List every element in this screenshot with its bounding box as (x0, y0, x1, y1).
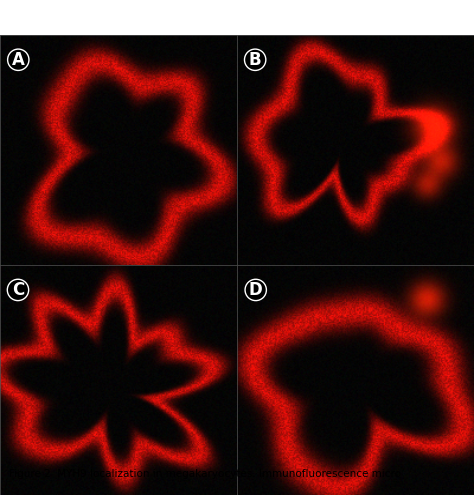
Text: C: C (12, 281, 24, 299)
Text: B: B (249, 51, 262, 69)
Text: Figure 2  MYH9 localization in megakaryocytes. Immunofluorescence micro: Figure 2 MYH9 localization in megakaryoc… (9, 469, 401, 479)
Text: D: D (249, 281, 263, 299)
Text: A: A (12, 51, 25, 69)
